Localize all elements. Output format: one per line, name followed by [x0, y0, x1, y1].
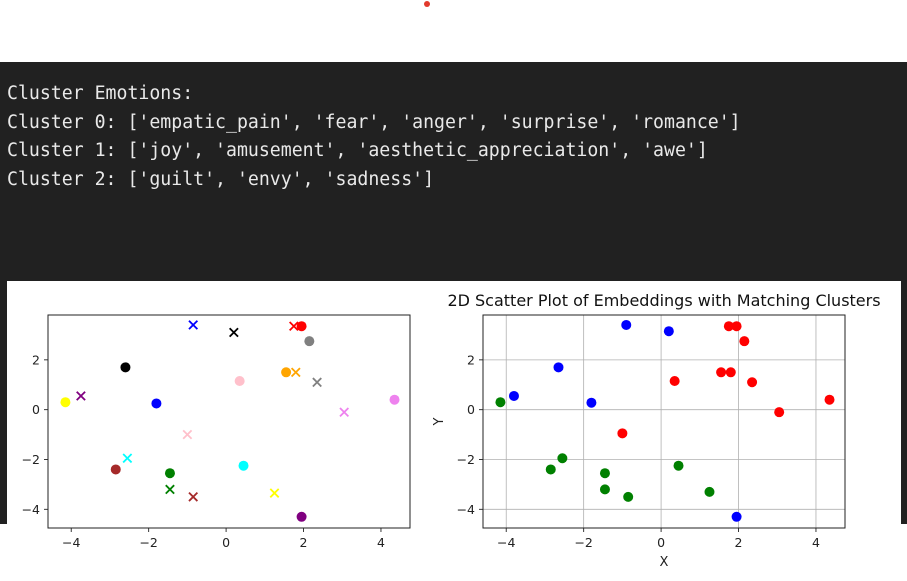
axes-frame: [482, 314, 846, 529]
data-point-x-marker: [289, 321, 299, 332]
data-point: [508, 390, 519, 401]
data-point-x-marker: [182, 429, 193, 440]
y-axis-label: Y: [432, 417, 447, 426]
data-point: [281, 367, 292, 378]
data-point: [747, 377, 758, 388]
data-point: [716, 367, 727, 378]
right-scatter-plot: −4 −2 0 2 4 2 0 −2 −4 2D Scatter Plot of Embeddin…: [432, 291, 881, 570]
plot-title: 2D Scatter Plot of Embeddings with Match…: [447, 291, 880, 310]
marker-stroke: [76, 391, 86, 401]
axes-frame: [47, 314, 411, 529]
x-tick-label: 0: [657, 535, 665, 550]
marker-stroke: [122, 453, 133, 464]
cell-output-area: Cluster Emotions: Cluster 0: ['empatic_pa…: [0, 62, 907, 581]
data-point: [60, 397, 71, 408]
data-point: [557, 453, 568, 464]
data-point: [669, 376, 680, 387]
data-point: [774, 407, 785, 418]
marker-stroke: [188, 492, 199, 502]
x-tick-label: 0: [222, 535, 230, 550]
y-tick-label: −4: [22, 502, 40, 517]
data-point: [296, 511, 307, 522]
marker-stroke: [182, 429, 193, 440]
data-point-x-marker: [339, 407, 350, 417]
console-line: Cluster 0: ['empatic_pain', 'fear', 'ang…: [7, 111, 741, 133]
marker-stroke: [269, 488, 280, 498]
data-point: [704, 486, 715, 497]
data-point-x-marker: [122, 453, 133, 464]
marker-stroke: [165, 484, 175, 495]
data-point: [234, 376, 245, 387]
x-axis-label: X: [660, 555, 669, 570]
data-point: [731, 321, 742, 332]
recording-indicator-dot: [424, 1, 430, 7]
data-point: [663, 326, 674, 337]
data-point: [164, 468, 175, 479]
marker-stroke: [188, 320, 199, 330]
data-point: [725, 367, 736, 378]
x-tick-label: 2: [735, 535, 743, 550]
x-tick-label: 2: [300, 535, 308, 550]
data-point-x-marker: [165, 484, 175, 495]
x-tick-label: 4: [377, 535, 385, 550]
y-tick-label: 0: [467, 402, 475, 417]
y-tick-label: 2: [467, 352, 475, 367]
data-point-x-marker: [312, 377, 322, 388]
data-point: [617, 428, 628, 439]
y-tick-label: −4: [457, 502, 475, 517]
console-output: Cluster Emotions: Cluster 0: ['empatic_pa…: [7, 80, 741, 195]
data-point-x-marker: [229, 327, 239, 338]
scatter-figure: −4 −2 0 2 4 2 0 −2 −4 −4 −2 0 2 4 2 0 −2 −4 2D Scatter Plo…: [22, 291, 881, 570]
data-point: [673, 460, 684, 471]
y-tick-label: −2: [22, 452, 40, 467]
data-point: [495, 397, 506, 408]
x-tick-label: 4: [812, 535, 820, 550]
console-line: Cluster 2: ['guilt', 'envy', 'sadness']: [7, 169, 435, 191]
x-tick-label: −2: [574, 535, 592, 550]
data-point: [110, 464, 121, 475]
data-point: [723, 321, 734, 332]
marker-stroke: [229, 327, 239, 338]
data-point: [120, 362, 131, 373]
data-point-x-marker: [269, 488, 280, 498]
data-point-x-marker: [76, 391, 86, 401]
data-point: [623, 491, 634, 502]
figure-canvas: −4 −2 0 2 4 2 0 −2 −4 −4 −2 0 2 4 2 0 −2 −4 2D Scatter Plo…: [7, 281, 901, 581]
data-point: [599, 484, 610, 495]
data-point: [731, 511, 742, 522]
x-tick-label: −4: [497, 535, 515, 550]
data-point: [151, 398, 162, 409]
y-tick-label: −2: [457, 452, 475, 467]
data-point: [389, 394, 400, 405]
data-point-x-marker: [188, 492, 199, 502]
data-point: [296, 321, 307, 332]
data-point: [824, 394, 835, 405]
data-point: [586, 397, 597, 408]
data-point: [545, 464, 556, 475]
left-scatter-plot: −4 −2 0 2 4 2 0 −2 −4: [22, 314, 411, 550]
x-tick-label: −4: [62, 535, 80, 550]
marker-stroke: [290, 367, 301, 378]
x-tick-label: −2: [139, 535, 157, 550]
data-point: [238, 460, 249, 471]
console-line: Cluster Emotions:: [7, 83, 194, 104]
data-point: [304, 336, 315, 347]
y-tick-label: 0: [32, 402, 40, 417]
console-line: Cluster 1: ['joy', 'amusement', 'aesthet…: [7, 140, 708, 162]
data-point: [739, 336, 750, 347]
y-tick-label: 2: [32, 352, 40, 367]
data-point-x-marker: [290, 367, 301, 378]
marker-stroke: [289, 321, 299, 332]
data-point: [553, 362, 564, 373]
marker-stroke: [312, 377, 322, 388]
marker-stroke: [339, 407, 350, 417]
data-point: [621, 319, 632, 330]
data-point: [599, 468, 610, 479]
data-point-x-marker: [188, 320, 199, 330]
